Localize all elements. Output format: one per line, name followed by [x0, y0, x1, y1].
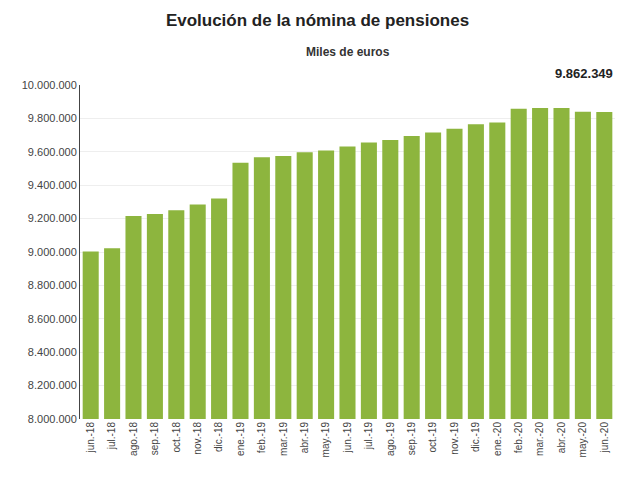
svg-text:feb.-20: feb.-20	[513, 422, 524, 454]
svg-text:9.800.000: 9.800.000	[28, 112, 77, 124]
svg-text:9.600.000: 9.600.000	[28, 146, 77, 158]
svg-text:8.000.000: 8.000.000	[28, 413, 77, 425]
svg-text:feb.-19: feb.-19	[256, 422, 267, 454]
svg-text:ene.-19: ene.-19	[235, 422, 246, 456]
svg-text:Miles de euros: Miles de euros	[306, 45, 390, 59]
svg-text:mar.-19: mar.-19	[278, 422, 289, 456]
svg-text:8.400.000: 8.400.000	[28, 346, 77, 358]
svg-text:jul.-19: jul.-19	[363, 422, 374, 451]
svg-text:ene.-20: ene.-20	[492, 422, 503, 456]
svg-text:nov.-18: nov.-18	[192, 422, 203, 455]
svg-text:dic.-18: dic.-18	[213, 422, 224, 452]
svg-text:dic.-19: dic.-19	[470, 422, 481, 452]
svg-text:8.600.000: 8.600.000	[28, 313, 77, 325]
svg-text:8.800.000: 8.800.000	[28, 279, 77, 291]
svg-text:Evolución de la nómina de pens: Evolución de la nómina de pensiones	[166, 11, 469, 30]
svg-text:8.200.000: 8.200.000	[28, 379, 77, 391]
svg-text:abr.-20: abr.-20	[556, 422, 567, 454]
svg-text:mar.-20: mar.-20	[534, 422, 545, 456]
svg-text:sep.-18: sep.-18	[149, 422, 160, 456]
svg-text:oct.-18: oct.-18	[171, 422, 182, 453]
svg-text:9.000.000: 9.000.000	[28, 246, 77, 258]
svg-text:oct.-19: oct.-19	[427, 422, 438, 453]
svg-text:jul.-18: jul.-18	[106, 422, 117, 451]
svg-text:9.400.000: 9.400.000	[28, 179, 77, 191]
svg-text:may.-20: may.-20	[577, 422, 588, 458]
svg-text:9.200.000: 9.200.000	[28, 212, 77, 224]
svg-text:jun.-18: jun.-18	[85, 422, 96, 454]
svg-text:nov.-19: nov.-19	[449, 422, 460, 455]
svg-text:sep.-19: sep.-19	[406, 422, 417, 456]
svg-text:10.000.000: 10.000.000	[22, 79, 77, 91]
svg-text:ago.-18: ago.-18	[128, 422, 139, 456]
svg-text:abr.-19: abr.-19	[299, 422, 310, 454]
svg-text:jun.-19: jun.-19	[342, 422, 353, 454]
svg-text:jun.-20: jun.-20	[599, 422, 610, 454]
svg-text:may.-19: may.-19	[320, 422, 331, 458]
svg-text:ago.-19: ago.-19	[385, 422, 396, 456]
svg-text:9.862.349: 9.862.349	[555, 66, 613, 81]
